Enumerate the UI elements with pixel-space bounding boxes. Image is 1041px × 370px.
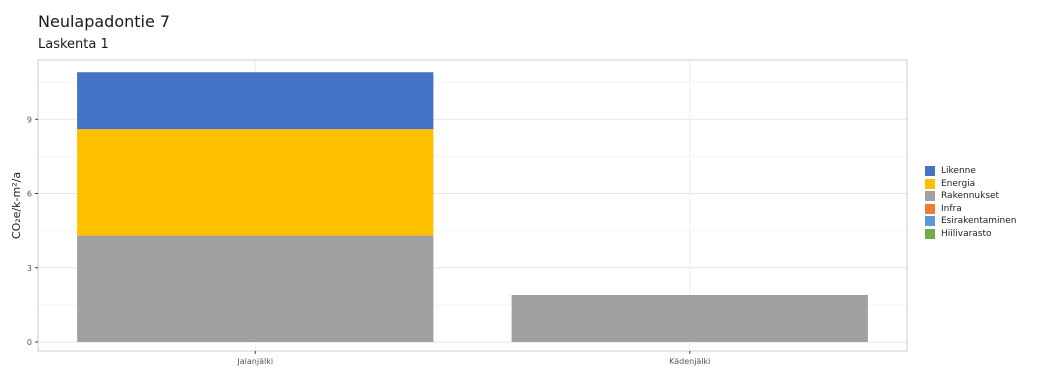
legend-swatch — [925, 216, 935, 227]
chart-subtitle: Laskenta 1 — [38, 37, 109, 52]
legend-item: Esirakentaminen — [925, 215, 1016, 228]
legend-swatch — [925, 178, 935, 189]
legend-swatch — [925, 228, 935, 239]
bar-segment-energia — [77, 129, 434, 236]
x-tick-label: Jalanjälki — [236, 357, 273, 366]
legend-item: Likenne — [925, 165, 1016, 178]
legend-swatch — [925, 203, 935, 214]
legend-item: Infra — [925, 203, 1016, 216]
bar-segment-likenne — [77, 72, 434, 130]
axes: 0 3 6 9 Jalanjälki Kädenjälki — [27, 115, 710, 366]
y-axis-label: CO₂e/k-m²/a — [10, 172, 23, 239]
legend-label: Esirakentaminen — [941, 216, 1017, 227]
x-tick-label: Kädenjälki — [669, 357, 710, 366]
bar-segment-rakennukset — [77, 235, 434, 342]
legend-label: Hiilivarasto — [941, 228, 992, 239]
y-tick-label: 0 — [27, 338, 32, 347]
legend-label: Infra — [941, 203, 962, 214]
legend-item: Energia — [925, 178, 1016, 191]
y-tick-label: 6 — [27, 190, 32, 199]
y-tick-label: 9 — [27, 115, 32, 124]
y-tick-label: 3 — [27, 264, 32, 273]
legend-swatch — [925, 191, 935, 202]
legend-swatch — [925, 166, 935, 177]
legend-label: Likenne — [941, 166, 976, 177]
bar-segment-rakennukset — [511, 294, 868, 342]
legend: Likenne Energia Rakennukset Infra Esirakenta… — [925, 165, 1016, 240]
legend-item: Rakennukset — [925, 190, 1016, 203]
chart-title: Neulapadontie 7 — [38, 12, 171, 31]
bars — [77, 72, 868, 342]
legend-item: Hiilivarasto — [925, 228, 1016, 241]
plot-panel-border — [37, 59, 908, 352]
legend-label: Rakennukset — [941, 191, 1000, 202]
legend-label: Energia — [941, 178, 976, 189]
